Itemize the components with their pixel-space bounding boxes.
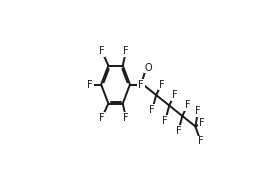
Text: F: F [87,80,93,90]
Text: F: F [198,137,204,147]
Text: F: F [123,46,129,56]
Text: F: F [99,113,105,123]
Text: F: F [123,113,129,123]
Text: F: F [195,106,201,116]
Text: F: F [159,80,164,90]
Text: F: F [176,126,181,136]
Text: F: F [199,118,205,128]
Text: F: F [185,100,190,110]
Text: F: F [149,105,155,115]
Text: F: F [99,46,105,56]
Text: F: F [172,90,177,100]
Text: O: O [144,63,152,73]
Text: F: F [138,80,144,90]
Text: F: F [162,116,168,125]
